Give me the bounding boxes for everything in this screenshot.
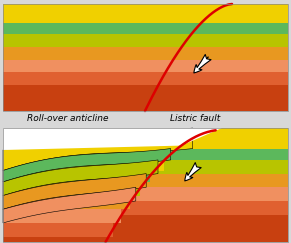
Bar (113, 215, 288, 242)
Bar (3, 150, 164, 171)
Bar (3, 34, 288, 47)
Bar (3, 128, 288, 242)
Bar (193, 128, 288, 148)
Bar (3, 201, 288, 215)
Bar (158, 160, 288, 174)
Polygon shape (3, 128, 193, 171)
Bar (3, 215, 288, 242)
Polygon shape (3, 174, 146, 209)
Bar (136, 187, 288, 201)
Bar (3, 47, 288, 60)
Bar (3, 223, 113, 237)
Text: Listric fault: Listric fault (170, 114, 220, 123)
Bar (3, 23, 288, 34)
Bar (3, 128, 288, 148)
Bar (3, 209, 121, 223)
Bar (3, 72, 288, 85)
Bar (3, 160, 288, 174)
Bar (3, 182, 140, 196)
Bar (171, 148, 288, 160)
Bar (3, 187, 288, 201)
Bar (3, 4, 288, 23)
Bar (3, 148, 288, 160)
Bar (3, 174, 288, 187)
Bar (3, 85, 288, 111)
Text: Roll-over anticline: Roll-over anticline (27, 114, 109, 123)
Polygon shape (3, 128, 222, 150)
Bar (3, 4, 288, 111)
Bar (146, 174, 288, 187)
Bar (3, 237, 106, 242)
Polygon shape (3, 187, 136, 223)
Bar (3, 196, 130, 209)
Bar (126, 201, 288, 215)
Polygon shape (3, 148, 171, 182)
Bar (3, 60, 288, 72)
Polygon shape (3, 160, 158, 196)
Bar (3, 171, 150, 182)
